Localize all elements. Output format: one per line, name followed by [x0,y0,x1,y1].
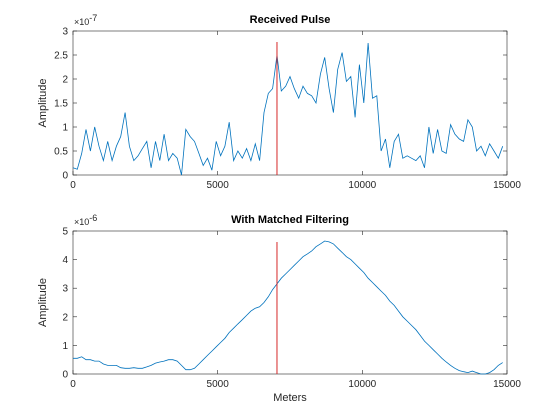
x-tick-label: 15000 [493,379,521,390]
x-tick-label: 0 [70,379,76,390]
x-tick-label: 5000 [207,379,230,390]
y-exponent-label: ×10-6 [74,213,97,227]
y-axis-label: Amplitude [37,278,49,327]
x-tick-label: 10000 [348,180,376,191]
y-tick-label: 1 [62,341,68,352]
y-exponent-base: ×10 [74,17,89,27]
y-exponent-power: -7 [89,13,97,23]
y-axis-label: Amplitude [37,79,49,128]
y-tick-label: 5 [62,227,68,238]
y-tick-label: 1.5 [54,99,68,110]
y-tick-label: 1 [62,123,68,134]
chart-panel-1: 0 5000 10000 15000 0 0.5 1 1.5 2 2.5 3 ×10-7 Receive… [37,13,521,191]
y-tick-label: 0 [62,171,68,182]
y-exponent-power: -6 [89,213,97,223]
y-tick-label: 2 [62,75,68,86]
plot-area [72,30,508,176]
y-tick-label: 3 [62,27,68,38]
y-tick-label: 3 [62,284,68,295]
y-tick-label: 0.5 [54,147,68,158]
series-line [73,240,503,375]
y-tick-label: 4 [62,255,68,266]
x-axis-label: Meters [273,392,307,404]
chart-title: With Matched Filtering [231,214,349,226]
x-tick-label: 5000 [207,180,230,191]
y-exponent-label: ×10-7 [74,13,97,27]
chart-panel-2: 0 5000 10000 15000 0 1 2 3 4 5 ×10-6 With Matched F… [37,213,521,404]
y-exponent-base: ×10 [74,217,89,227]
plot-area [72,230,508,375]
x-tick-label: 0 [70,180,76,191]
y-tick-label: 2 [62,312,68,323]
y-tick-label: 2.5 [54,51,68,62]
series-line [72,42,504,176]
y-tick-label: 0 [62,370,68,381]
x-tick-label: 15000 [493,180,521,191]
x-tick-label: 10000 [348,379,376,390]
chart-title: Received Pulse [250,14,331,26]
